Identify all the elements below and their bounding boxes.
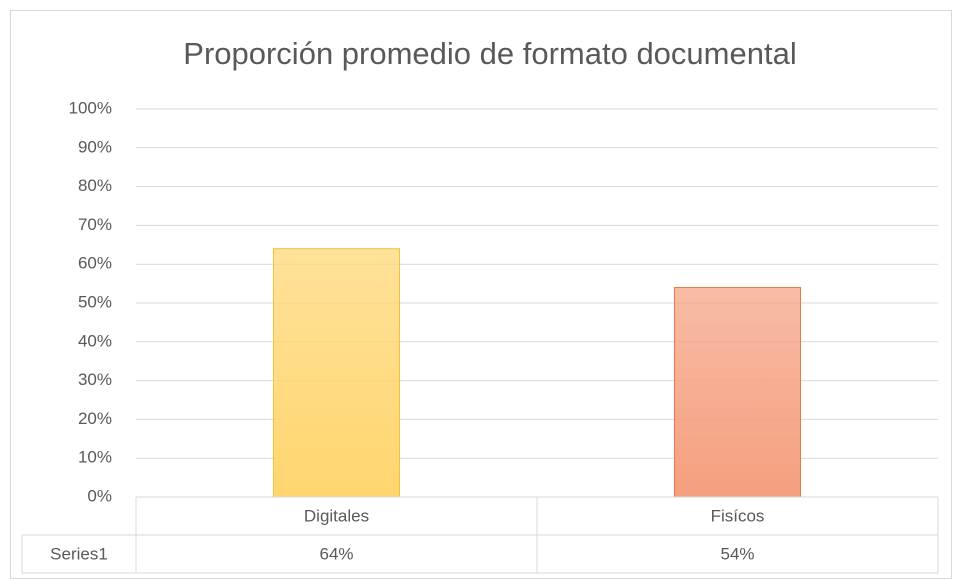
y-tick-label: 90%: [78, 137, 112, 156]
bar: [273, 248, 400, 498]
x-tick-label: Digitales: [304, 506, 369, 525]
data-label: 64%: [319, 544, 353, 563]
y-tick-label: 0%: [87, 486, 112, 505]
y-tick-label: 70%: [78, 215, 112, 234]
chart-border: [10, 10, 952, 579]
bar: [674, 286, 801, 498]
legend-label: Series1: [50, 544, 108, 563]
y-tick-label: 60%: [78, 254, 112, 273]
y-tick-label: 30%: [78, 370, 112, 389]
y-tick-label: 20%: [78, 409, 112, 428]
y-tick-label: 100%: [69, 98, 112, 117]
y-tick-label: 10%: [78, 448, 112, 467]
data-label: 54%: [720, 544, 754, 563]
x-tick-label: Fisícos: [711, 506, 765, 525]
y-tick-label: 80%: [78, 176, 112, 195]
y-tick-label: 40%: [78, 331, 112, 350]
chart-title: Proporción promedio de formato documenta…: [183, 36, 796, 71]
y-tick-label: 50%: [78, 292, 112, 311]
